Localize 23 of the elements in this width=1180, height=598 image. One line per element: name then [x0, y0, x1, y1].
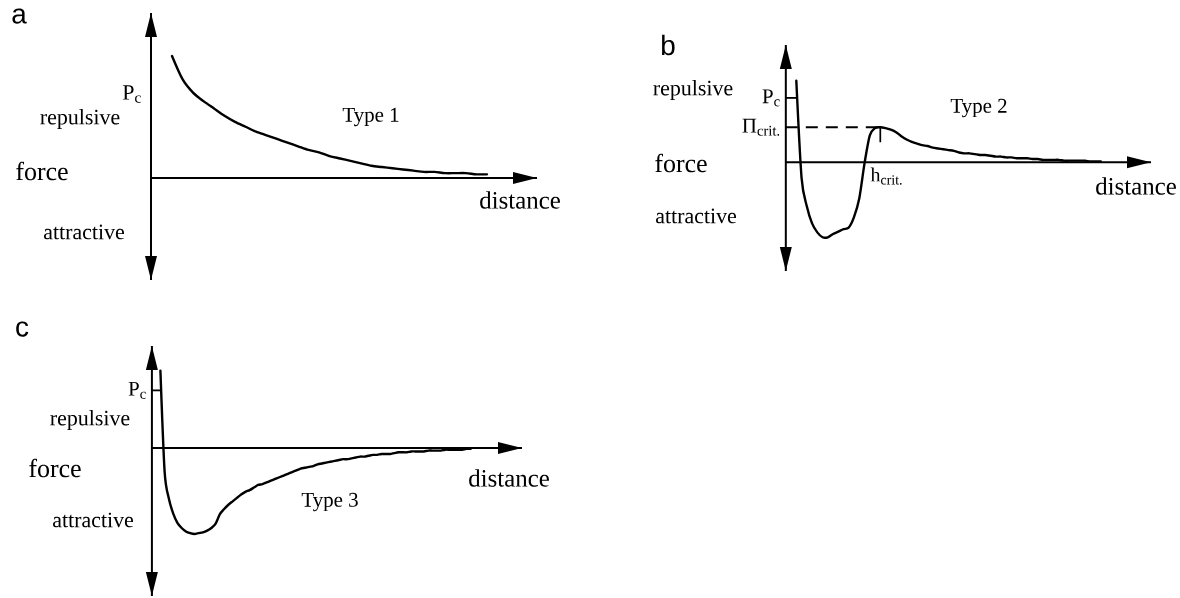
text: attractive [53, 512, 134, 528]
text: attractive [43, 224, 125, 240]
annotation: h$_{crit.}$ [870, 167, 902, 185]
chart-title: a [12, 8, 27, 24]
chart-title: c [16, 321, 29, 337]
ref-line-label: P$_{c}$ [128, 381, 146, 399]
series-label: Type 2 [950, 98, 1007, 118]
text: P$_{c}$ [122, 85, 141, 103]
ref-line-label: Π$_{crit.}$ [742, 118, 780, 136]
series-label: Type 3 [301, 492, 358, 512]
series-label: Type 1 [342, 107, 399, 127]
chart-title: b [662, 34, 675, 56]
text: repulsive [50, 410, 130, 430]
text: repulsive [40, 109, 120, 129]
x-axis-title: distance [480, 191, 560, 209]
x-axis-title: distance [469, 469, 549, 487]
y-axis-title: force [655, 153, 707, 173]
y-axis-title: force [16, 161, 68, 181]
ref-line-label: P$_{c}$ [762, 89, 780, 107]
text: repulsive [653, 80, 733, 100]
y-axis-title: force [29, 458, 81, 478]
x-axis-title: distance [1096, 177, 1176, 195]
text: attractive [656, 208, 737, 224]
